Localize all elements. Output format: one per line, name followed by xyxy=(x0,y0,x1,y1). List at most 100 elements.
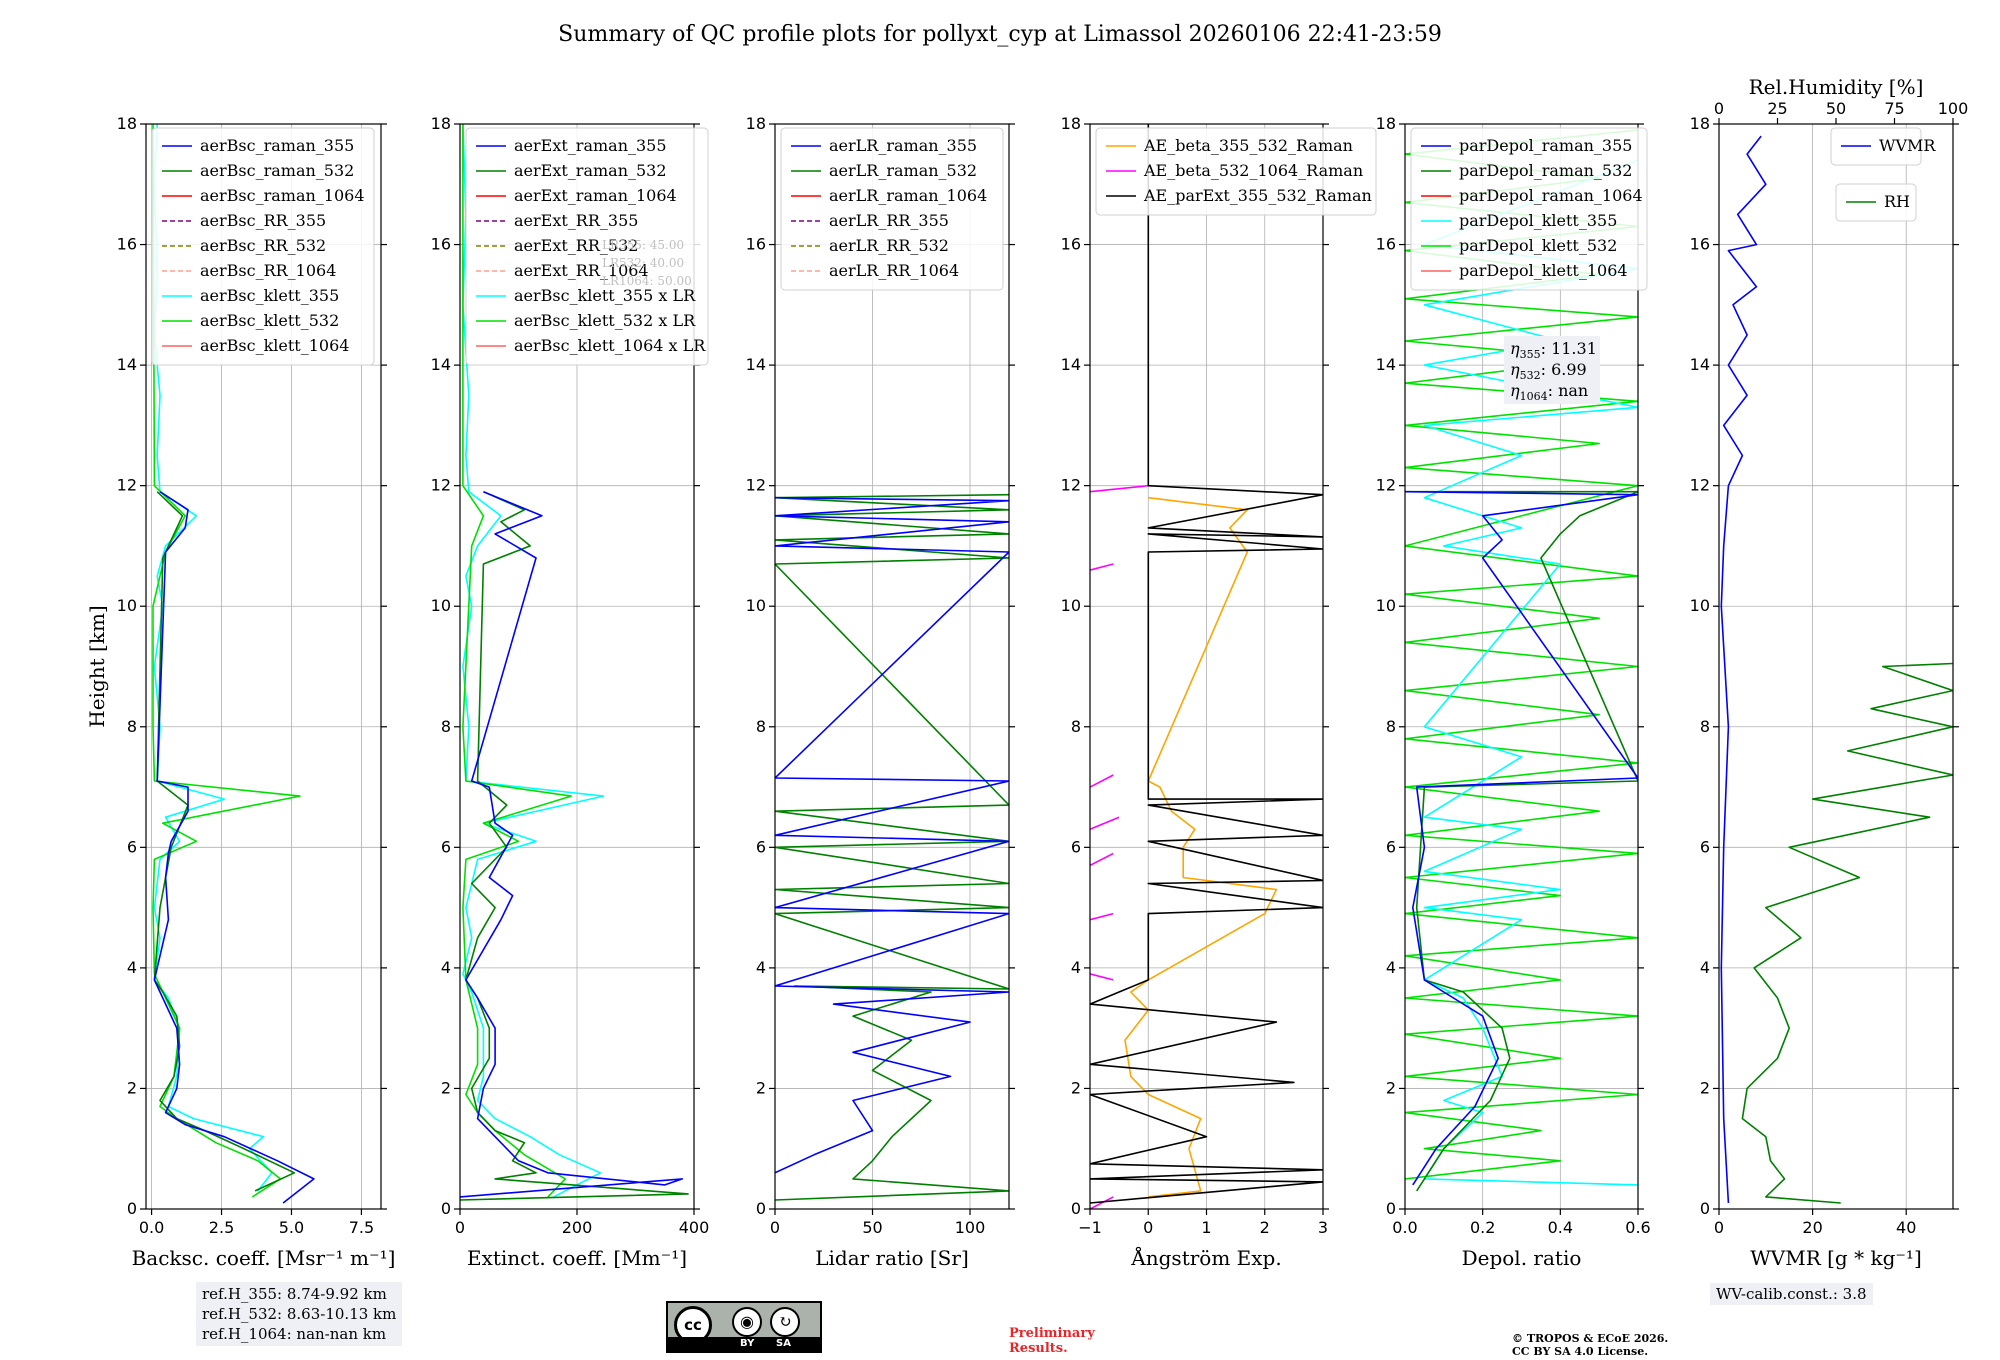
cc-by-label: BY xyxy=(740,1338,755,1349)
y-tick-label: 12 xyxy=(746,476,766,495)
y-tick-label: 14 xyxy=(117,355,137,374)
x-tick-label: 40 xyxy=(1896,1218,1916,1237)
y-tick-label: 0 xyxy=(1700,1199,1710,1218)
wv-calibration-box: WV-calib.const.: 3.8 xyxy=(1710,1283,1873,1305)
legend-label: aerBsc_raman_1064 xyxy=(200,186,365,205)
x-tick-label: −1 xyxy=(1078,1218,1102,1237)
y-tick-label: 4 xyxy=(1071,958,1081,977)
legend: AE_beta_355_532_Raman AE_beta_532_1064_Ra… xyxy=(1095,127,1377,216)
y-tick-label: 14 xyxy=(431,355,451,374)
plot-frame xyxy=(774,123,1010,1210)
copyright-line-1: © TROPOS & ECoE 2026. xyxy=(1512,1332,1669,1345)
legend: aerExt_raman_355 aerExt_raman_532 aerExt_r… xyxy=(465,127,709,366)
y-tick-label: 14 xyxy=(746,355,766,374)
series-parDepol_klett_355 xyxy=(1423,159,1638,1186)
x-tick-label: 0.2 xyxy=(1470,1218,1495,1237)
x-tick-label: 0 xyxy=(1143,1218,1153,1237)
lidar-ratio-annotation: LR532: 40.00 xyxy=(602,256,684,270)
legend: RH xyxy=(1835,183,1917,222)
ref-height-532: ref.H_532: 8.63-10.13 km xyxy=(202,1305,397,1323)
legend-box xyxy=(780,127,1004,291)
series-AE_beta_532_1064_Raman_1 xyxy=(1090,1196,1114,1209)
x-tick-label: 400 xyxy=(679,1218,710,1237)
y-tick-label: 2 xyxy=(1700,1078,1710,1097)
top-x-axis-label: Rel.Humidity [%] xyxy=(1749,75,1924,99)
x-axis-label: WVMR [g * kg⁻¹] xyxy=(1750,1246,1922,1270)
y-tick-label: 6 xyxy=(127,837,137,856)
series-group xyxy=(152,124,315,1204)
legend-label: aerBsc_klett_355 x LR xyxy=(514,286,696,305)
series-aerBsc_klett_355 xyxy=(153,124,273,1192)
series-RH xyxy=(1741,662,1953,1204)
legend-box xyxy=(1095,127,1377,216)
series-parDepol_raman_532 xyxy=(1405,490,1638,1192)
series-aerBsc_raman_355 xyxy=(153,491,315,1204)
legend-label: aerBsc_raman_355 xyxy=(200,136,354,155)
x-tick-label: 0 xyxy=(1714,1218,1724,1237)
x-axis-label: Lidar ratio [Sr] xyxy=(815,1246,969,1270)
y-tick-label: 8 xyxy=(441,717,451,736)
x-axis-label: Backsc. coeff. [Msr⁻¹ m⁻¹] xyxy=(132,1246,396,1270)
series-WVMR xyxy=(1720,135,1767,1204)
x-tick-label: 0 xyxy=(770,1218,780,1237)
x-tick-label: 1 xyxy=(1201,1218,1211,1237)
plot-frame xyxy=(145,123,382,1210)
x-tick-label: 2.5 xyxy=(209,1218,234,1237)
cc-badge-strip xyxy=(668,1337,820,1351)
y-tick-label: 14 xyxy=(1376,355,1396,374)
y-tick-label: 6 xyxy=(756,837,766,856)
y-tick-label: 6 xyxy=(1700,837,1710,856)
person-icon: ◉ xyxy=(732,1307,762,1337)
legend-box xyxy=(151,127,375,366)
legend-label: parDepol_raman_1064 xyxy=(1459,186,1643,205)
y-tick-label: 10 xyxy=(1690,596,1710,615)
x-tick-label: 0.0 xyxy=(1392,1218,1417,1237)
series-AE_beta_532_1064_Raman_5 xyxy=(1090,816,1120,831)
x-tick-label: 50 xyxy=(862,1218,882,1237)
y-tick-label: 4 xyxy=(127,958,137,977)
y-tick-label: 8 xyxy=(1071,717,1081,736)
y-tick-label: 14 xyxy=(1061,355,1081,374)
legend-label: aerLR_RR_1064 xyxy=(829,261,959,280)
legend-label: aerBsc_RR_532 xyxy=(200,236,326,255)
preliminary-line-1: Preliminary xyxy=(1009,1326,1095,1341)
x-tick-label: 200 xyxy=(562,1218,593,1237)
x-axis-label: Ångström Exp. xyxy=(1130,1245,1281,1270)
x-tick-label: 20 xyxy=(1802,1218,1822,1237)
legend: aerLR_raman_355 aerLR_raman_532 aerLR_rama… xyxy=(780,127,1004,291)
x-axis-label: Extinct. coeff. [Mm⁻¹] xyxy=(467,1246,687,1270)
y-tick-label: 12 xyxy=(1061,476,1081,495)
y-tick-label: 6 xyxy=(441,837,451,856)
legend-label: aerBsc_klett_532 x LR xyxy=(514,311,696,330)
legend-box xyxy=(1410,127,1648,291)
legend-label: aerBsc_raman_532 xyxy=(200,161,354,180)
y-tick-label: 18 xyxy=(1690,114,1710,133)
y-tick-label: 12 xyxy=(431,476,451,495)
x-tick-label: 2 xyxy=(1260,1218,1270,1237)
top-x-tick-label: 50 xyxy=(1826,99,1846,118)
y-tick-label: 0 xyxy=(1071,1199,1081,1218)
y-tick-label: 10 xyxy=(746,596,766,615)
copyright-note: © TROPOS & ECoE 2026. CC BY SA 4.0 Licen… xyxy=(1512,1332,1668,1358)
series-aerExt_raman_355 xyxy=(460,490,684,1198)
legend-label: aerLR_raman_355 xyxy=(829,136,977,155)
top-x-tick-label: 0 xyxy=(1714,99,1724,118)
series-parDepol_klett_532 xyxy=(1405,129,1638,1180)
series-aerLR_raman_355 xyxy=(775,496,1009,1174)
x-tick-label: 0.6 xyxy=(1625,1218,1650,1237)
legend-label: aerExt_RR_355 xyxy=(514,211,638,230)
legend-label: aerLR_raman_532 xyxy=(829,161,977,180)
series-AE_beta_355_532_Raman xyxy=(1124,496,1278,1198)
y-tick-label: 10 xyxy=(431,596,451,615)
legend-label: aerExt_raman_532 xyxy=(514,161,667,180)
y-tick-label: 6 xyxy=(1071,837,1081,856)
y-tick-label: 8 xyxy=(756,717,766,736)
legend: aerBsc_raman_355 aerBsc_raman_532 aerBsc_r… xyxy=(151,127,375,366)
y-tick-label: 8 xyxy=(1700,717,1710,736)
y-tick-label: 18 xyxy=(1376,114,1396,133)
panel-ext: 0 2 4 6 8 10 12 14 16 18 0 200 400 Extinct. coeff. [M… xyxy=(431,114,710,1270)
legend-label: aerExt_RR_532 xyxy=(514,236,638,255)
